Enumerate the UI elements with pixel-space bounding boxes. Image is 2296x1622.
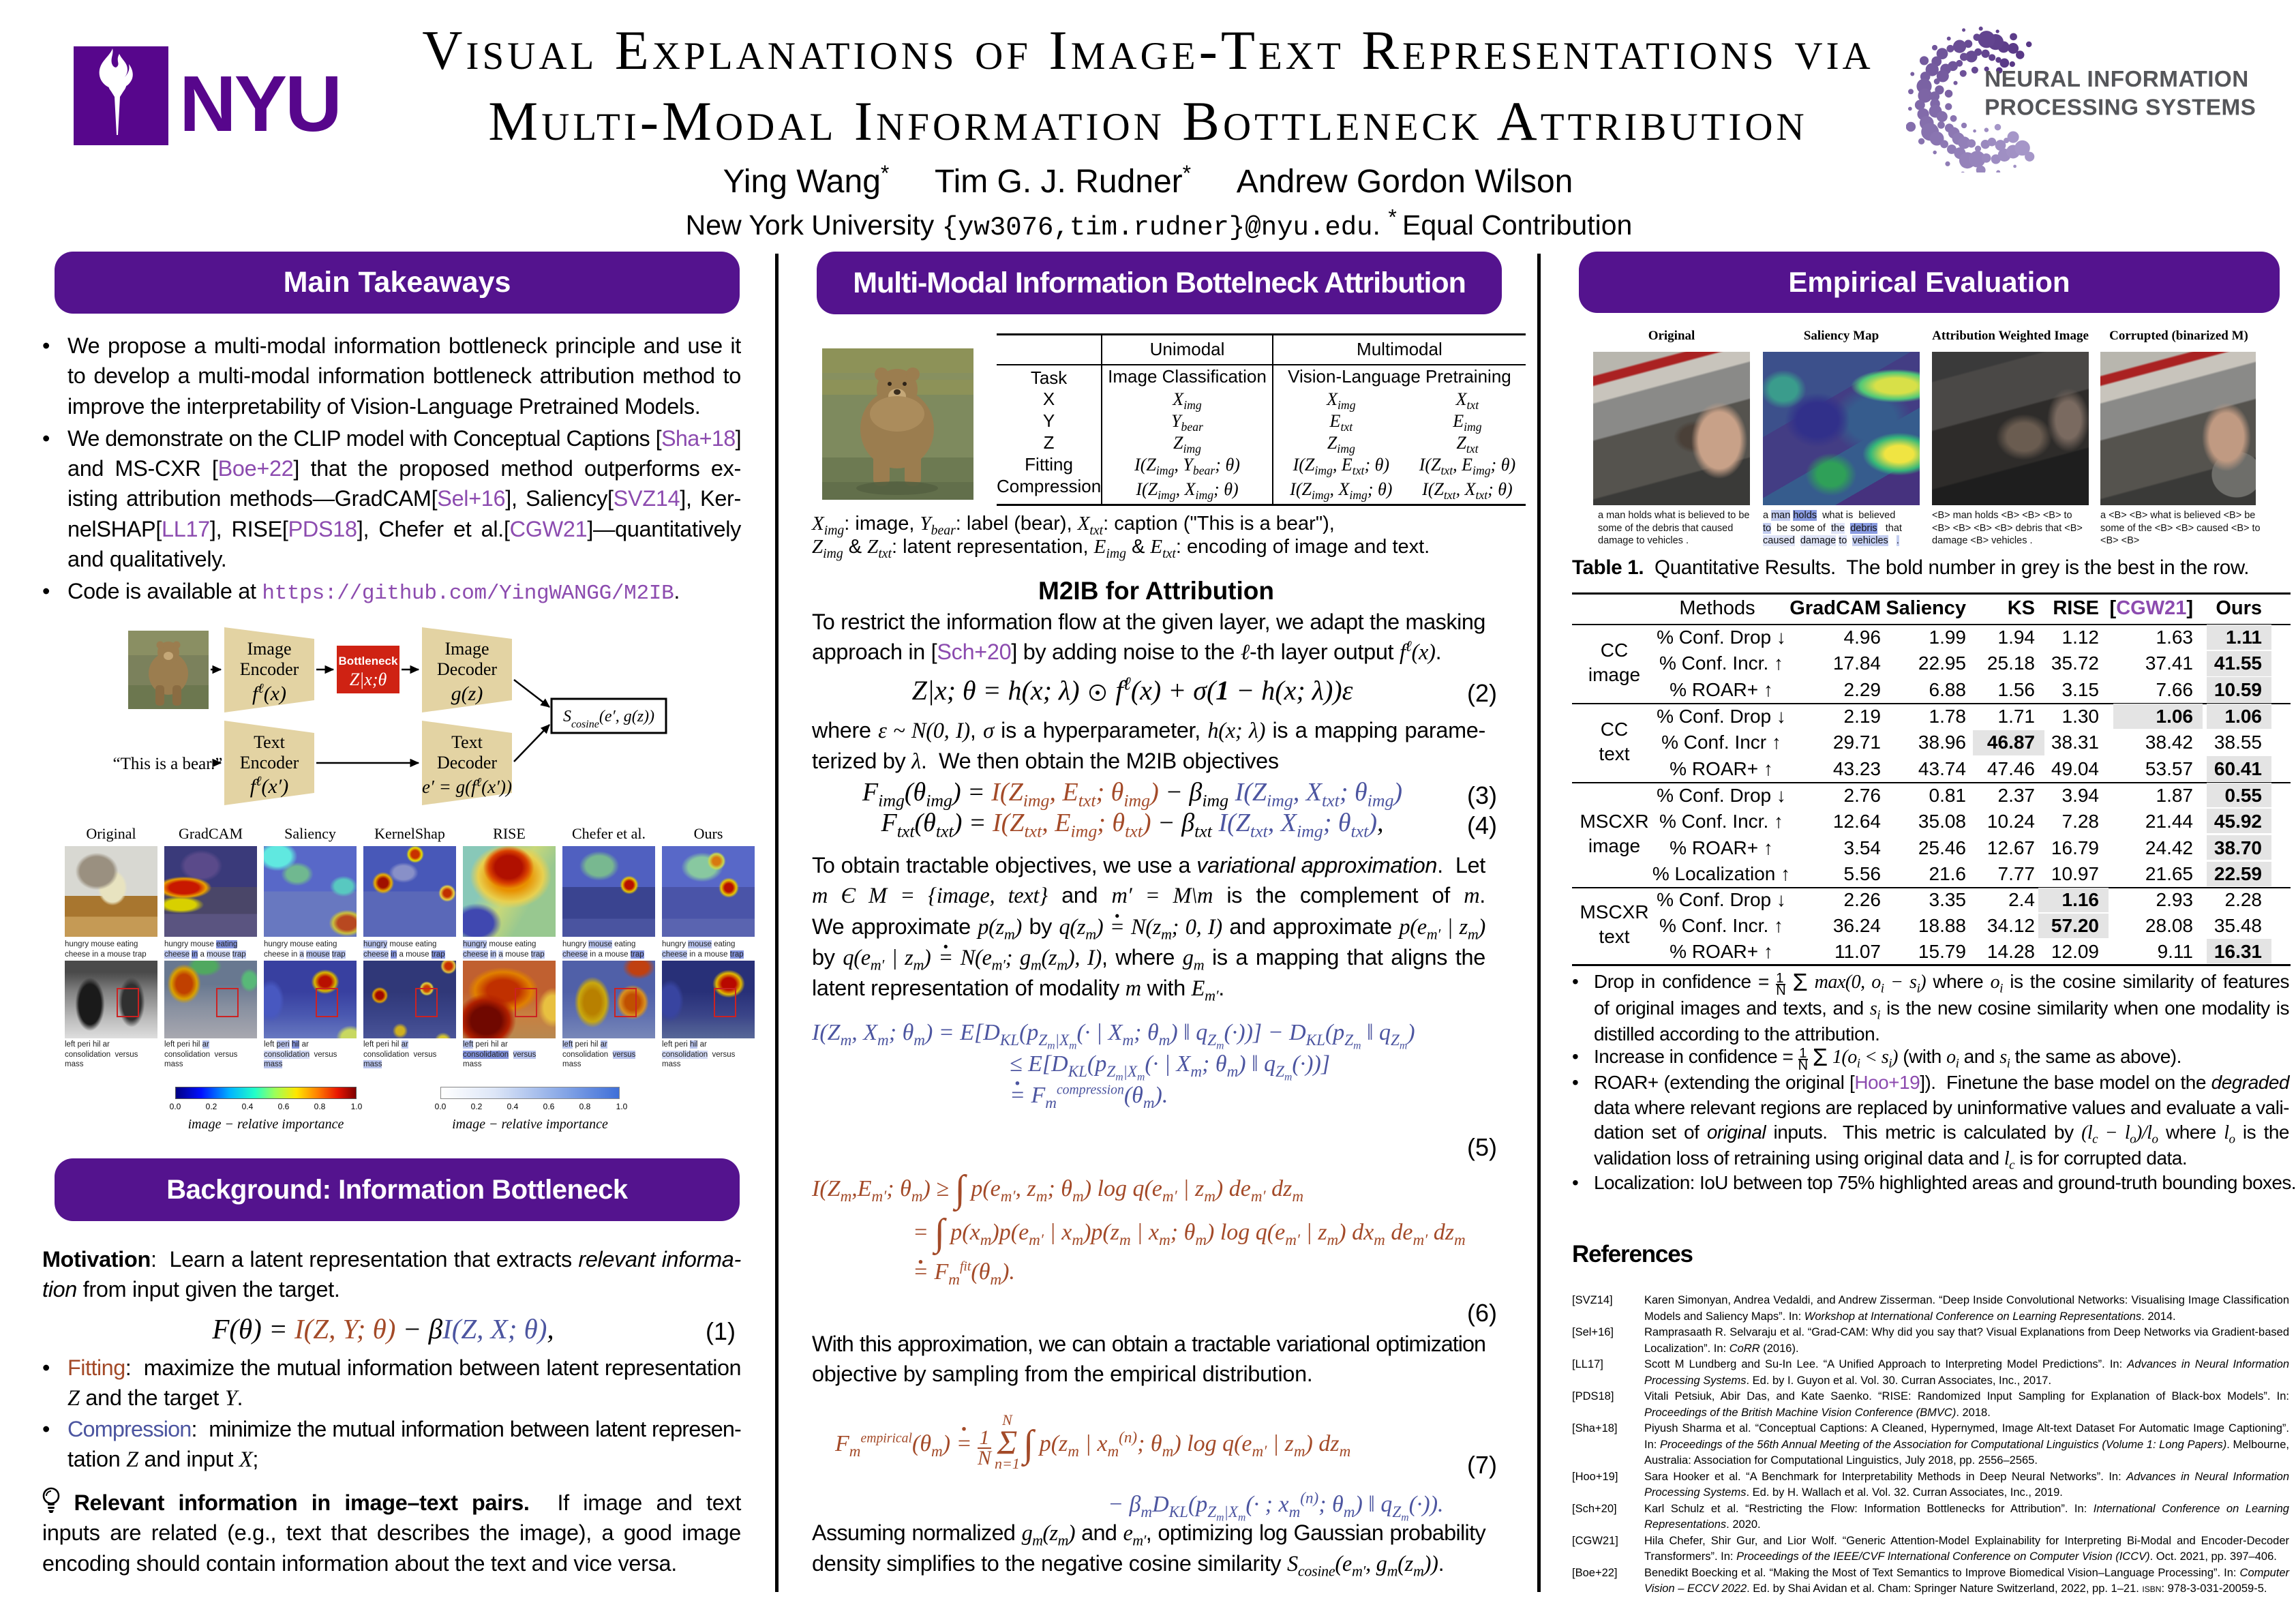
svg-text:Text: Text <box>451 732 483 752</box>
svg-text:fℓ(x): fℓ(x) <box>252 681 286 705</box>
svg-text:e′ = g(fℓ(x′)): e′ = g(fℓ(x′)) <box>422 775 512 797</box>
svg-text:Image: Image <box>445 639 489 659</box>
svg-text:NEURAL INFORMATION: NEURAL INFORMATION <box>1984 67 2249 92</box>
svg-text:NYU: NYU <box>179 59 340 146</box>
svg-text:Encoder: Encoder <box>240 753 299 772</box>
svg-text:Scosine(e′, g(z)): Scosine(e′, g(z)) <box>563 708 654 730</box>
svg-text:g(z): g(z) <box>451 682 483 705</box>
svg-text:Bottleneck: Bottleneck <box>339 655 398 667</box>
svg-text:Encoder: Encoder <box>240 659 299 679</box>
svg-text:Decoder: Decoder <box>437 659 497 679</box>
svg-text:fℓ(x′): fℓ(x′) <box>250 774 289 798</box>
svg-text:“This is a bear.”: “This is a bear.” <box>112 755 222 773</box>
svg-text:Image: Image <box>247 639 292 659</box>
svg-text:Z|x;θ: Z|x;θ <box>350 670 387 689</box>
svg-text:Decoder: Decoder <box>437 753 497 772</box>
svg-text:Text: Text <box>254 732 286 752</box>
svg-text:PROCESSING SYSTEMS: PROCESSING SYSTEMS <box>1984 95 2256 120</box>
